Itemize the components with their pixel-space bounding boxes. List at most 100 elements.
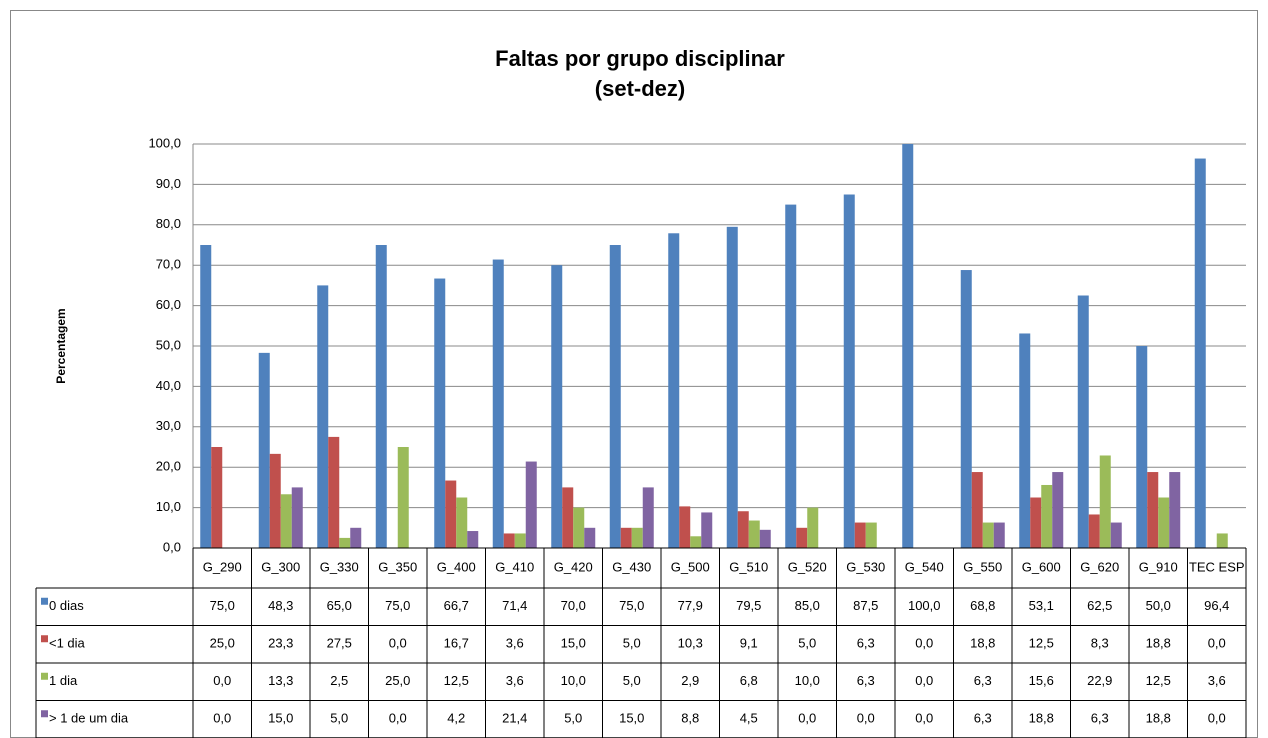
x-tick-label: G_420 <box>554 559 593 574</box>
bar <box>291 487 303 548</box>
bar <box>902 144 914 548</box>
bar <box>1169 472 1181 548</box>
data-label: 15,0 <box>561 636 586 651</box>
x-tick-label: G_540 <box>905 559 944 574</box>
bar <box>993 522 1005 548</box>
x-tick-label: G_550 <box>963 559 1002 574</box>
x-tick-label: G_520 <box>788 559 827 574</box>
data-label: 0,0 <box>1208 636 1226 651</box>
x-tick-label: G_600 <box>1022 559 1061 574</box>
legend-label: > 1 de um dia <box>49 711 129 726</box>
data-label: 15,0 <box>619 711 644 726</box>
bar <box>350 527 362 548</box>
data-label: 10,3 <box>678 636 703 651</box>
bar <box>525 461 537 548</box>
bar <box>796 527 808 548</box>
data-label: 3,6 <box>506 636 524 651</box>
bar <box>1099 455 1111 548</box>
data-label: 79,5 <box>736 598 761 613</box>
data-label: 96,4 <box>1204 598 1229 613</box>
bar <box>551 265 563 548</box>
x-tick-label: G_290 <box>203 559 242 574</box>
y-tick-label: 90,0 <box>156 176 181 191</box>
bar <box>1088 514 1100 548</box>
data-label: 10,0 <box>795 673 820 688</box>
data-label: 5,0 <box>623 673 641 688</box>
data-label: 6,3 <box>857 636 875 651</box>
y-tick-label: 0,0 <box>163 539 181 554</box>
data-label: 87,5 <box>853 598 878 613</box>
bar <box>1077 295 1089 548</box>
data-label: 6,8 <box>740 673 758 688</box>
data-label: 0,0 <box>915 673 933 688</box>
data-label: 12,5 <box>1146 673 1171 688</box>
x-tick-label: G_510 <box>729 559 768 574</box>
bar <box>843 194 855 548</box>
data-label: 25,0 <box>385 673 410 688</box>
bar <box>375 245 387 548</box>
data-label: 5,0 <box>330 711 348 726</box>
bar <box>456 497 468 548</box>
bar <box>269 453 281 548</box>
x-tick-label: G_410 <box>495 559 534 574</box>
data-label: 9,1 <box>740 636 758 651</box>
x-tick-label: G_430 <box>612 559 651 574</box>
bar <box>445 480 457 548</box>
data-label: 5,0 <box>798 636 816 651</box>
bar <box>785 204 797 548</box>
bar <box>562 487 574 548</box>
data-label: 18,8 <box>970 636 995 651</box>
bar <box>690 536 702 548</box>
bar <box>1136 346 1148 548</box>
legend-key <box>41 672 48 680</box>
data-label: 0,0 <box>857 711 875 726</box>
bar <box>854 522 866 548</box>
data-label: 18,8 <box>1146 636 1171 651</box>
y-tick-label: 80,0 <box>156 216 181 231</box>
bar <box>317 285 329 548</box>
bar <box>328 436 340 548</box>
x-tick-label: G_350 <box>378 559 417 574</box>
data-label: 13,3 <box>268 673 293 688</box>
data-label: 10,0 <box>561 673 586 688</box>
data-label: 50,0 <box>1146 598 1171 613</box>
y-tick-label: 10,0 <box>156 499 181 514</box>
data-label: 68,8 <box>970 598 995 613</box>
bar <box>339 537 351 548</box>
data-label: 0,0 <box>915 711 933 726</box>
x-tick-label: G_910 <box>1139 559 1178 574</box>
bar <box>1041 484 1053 548</box>
data-label: 2,5 <box>330 673 348 688</box>
y-tick-label: 50,0 <box>156 337 181 352</box>
bar <box>865 522 877 548</box>
legend-label: 1 dia <box>49 673 78 688</box>
y-tick-label: 100,0 <box>148 135 181 150</box>
y-tick-label: 20,0 <box>156 459 181 474</box>
data-label: 65,0 <box>327 598 352 613</box>
legend-key <box>41 635 48 643</box>
x-tick-label: G_530 <box>846 559 885 574</box>
bar <box>737 511 749 548</box>
y-axis-label: Percentagem <box>54 308 68 383</box>
y-tick-label: 30,0 <box>156 418 181 433</box>
data-label: 71,4 <box>502 598 527 613</box>
bar <box>668 233 680 548</box>
data-label: 0,0 <box>1208 711 1226 726</box>
bar <box>971 472 983 548</box>
data-label: 27,5 <box>327 636 352 651</box>
data-label: 2,9 <box>681 673 699 688</box>
data-label: 70,0 <box>561 598 586 613</box>
bar <box>492 259 504 548</box>
x-tick-label: G_620 <box>1080 559 1119 574</box>
data-label: 0,0 <box>389 636 407 651</box>
data-label: 6,3 <box>857 673 875 688</box>
data-label: 100,0 <box>908 598 941 613</box>
bar <box>573 507 585 548</box>
data-label: 25,0 <box>210 636 235 651</box>
bar <box>701 512 713 548</box>
legend-label: 0 dias <box>49 598 84 613</box>
data-label: 77,9 <box>678 598 703 613</box>
data-label: 22,9 <box>1087 673 1112 688</box>
data-label: 0,0 <box>915 636 933 651</box>
